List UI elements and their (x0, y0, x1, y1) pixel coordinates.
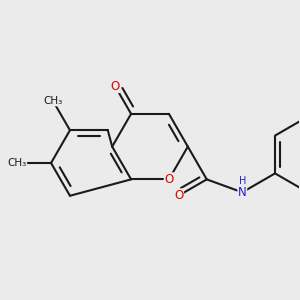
Text: CH₃: CH₃ (8, 158, 27, 168)
Text: O: O (110, 80, 120, 92)
Text: O: O (164, 173, 173, 186)
Text: N: N (238, 186, 247, 199)
Text: H: H (238, 176, 246, 186)
Text: CH₃: CH₃ (43, 96, 63, 106)
Text: O: O (174, 189, 184, 202)
